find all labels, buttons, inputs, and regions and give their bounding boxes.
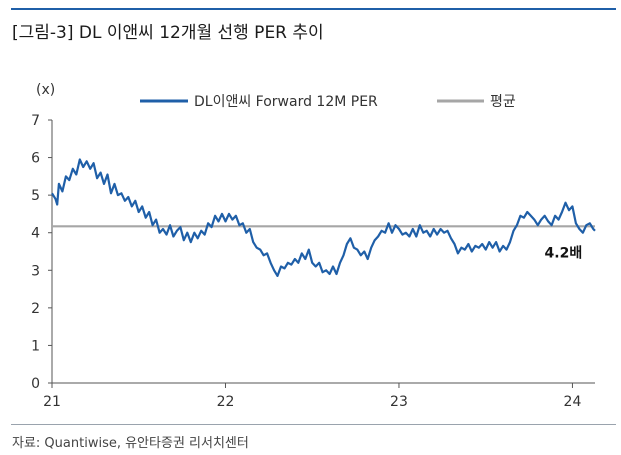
- y-tick-label: 7: [31, 113, 40, 129]
- bottom-rule: [11, 424, 616, 425]
- y-tick-label: 6: [31, 151, 40, 167]
- source-note: 자료: Quantiwise, 유안타증권 리서치센터: [12, 436, 249, 451]
- legend-average-label: 평균: [490, 94, 516, 110]
- y-tick-label: 2: [31, 301, 40, 317]
- y-axis-unit-label: (x): [36, 82, 55, 98]
- x-tick-label: 24: [564, 394, 582, 410]
- per-series-line: [51, 158, 596, 277]
- x-tick-label: 21: [43, 394, 61, 410]
- y-tick-label: 1: [31, 338, 40, 354]
- y-tick-label: 5: [31, 188, 40, 204]
- x-tick-label: 23: [390, 394, 408, 410]
- value-annotation: 4.2배: [545, 246, 583, 262]
- figure-title: [그림-3] DL 이앤씨 12개월 선행 PER 추이: [12, 23, 324, 43]
- x-tick-label: 22: [217, 394, 235, 410]
- y-tick-label: 4: [31, 226, 40, 242]
- y-tick-label: 3: [31, 263, 40, 279]
- y-tick-label: 0: [31, 376, 40, 392]
- legend-per-label: DL이앤씨 Forward 12M PER: [194, 94, 378, 110]
- top-rule: [11, 8, 616, 10]
